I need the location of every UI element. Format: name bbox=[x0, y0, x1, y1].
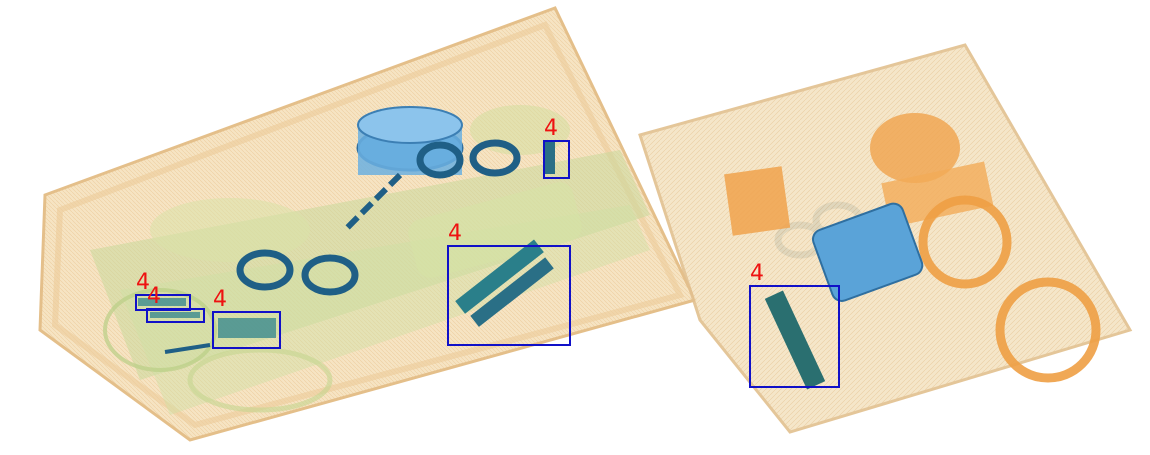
detection-box bbox=[146, 308, 205, 323]
detection-label: 4 bbox=[544, 116, 558, 141]
left-bag bbox=[38, 6, 864, 442]
detection-box bbox=[447, 245, 571, 346]
detection-label: 4 bbox=[750, 261, 764, 286]
detection-label: 4 bbox=[136, 270, 150, 295]
detection-box bbox=[543, 140, 570, 179]
detection-label: 4 bbox=[147, 284, 161, 309]
detection-label: 4 bbox=[448, 221, 462, 246]
right-bag bbox=[638, 43, 1133, 434]
detection-box bbox=[749, 285, 840, 388]
detection-box bbox=[212, 311, 281, 349]
detection-label: 4 bbox=[213, 287, 227, 312]
detection-box bbox=[135, 294, 191, 311]
